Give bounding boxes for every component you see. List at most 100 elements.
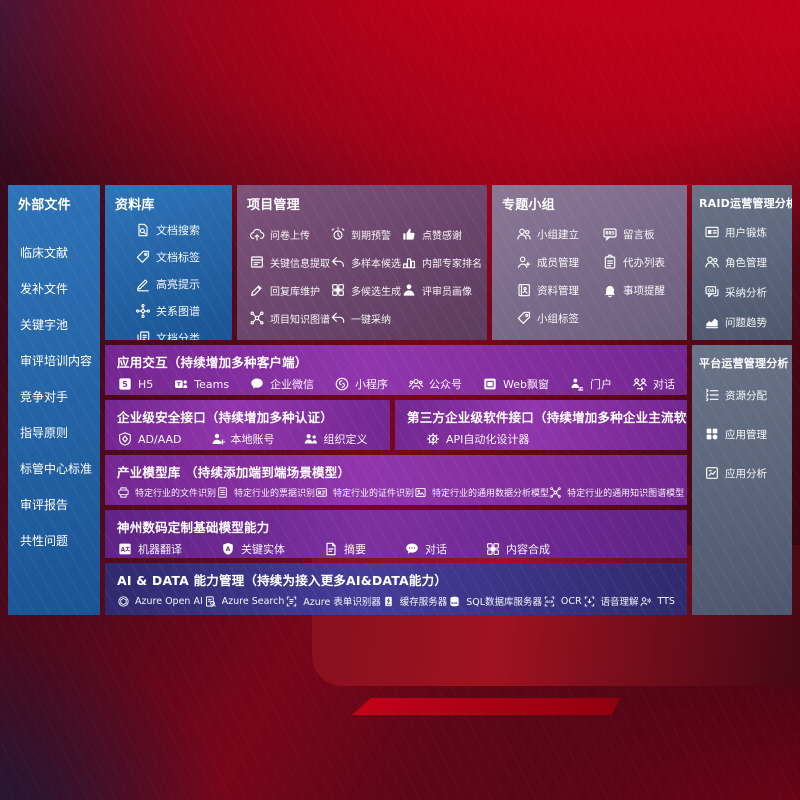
feature-data-model: 特定行业的通用数据分析模型 (414, 486, 549, 499)
sidebar-item: 审评培训内容 (20, 354, 93, 368)
background-red-strip (352, 698, 620, 715)
org-define-icon (303, 431, 319, 447)
panel-repository: 资料库 文档搜索文档标签高亮提示关系图谱文档分类 (105, 185, 232, 340)
invoice-recognize-icon (216, 486, 229, 499)
feature-edit-pen: 回复库维护 (249, 282, 330, 298)
feature-label: 到期预警 (351, 230, 391, 242)
feature-label: 高亮提示 (156, 278, 200, 291)
doc-tag-icon (135, 249, 151, 265)
feature-idcard-recognize: 特定行业的证件识别 (315, 486, 414, 499)
apps-grid-icon (704, 426, 720, 442)
feature-label: H5 (138, 377, 154, 391)
feature-qa-chat: QA 采纳分析 (704, 284, 767, 300)
feature-member-add: 成员管理 (516, 254, 579, 270)
knowledge-graph-icon (249, 310, 265, 326)
feature-podium-rank: 内部专家排名 (401, 254, 482, 270)
svg-text:SQL: SQL (451, 600, 458, 604)
feature-label: 企业微信 (270, 378, 315, 391)
feature-label: 语音理解 (600, 597, 639, 608)
sql-db-icon: SQL (448, 595, 461, 608)
feature-label: 内容合成 (506, 543, 550, 556)
feature-label: 特定行业的证件识别 (333, 489, 415, 499)
feature-miniprogram: 小程序 (334, 376, 388, 392)
feature-id-card: 用户锻炼 (704, 224, 767, 240)
feature-bell: 事项提醒 (602, 282, 665, 298)
panel-title: RAID运营管理分析 (699, 197, 792, 210)
panel-title: 专题小组 (502, 198, 555, 213)
adopt-arrow-icon (330, 310, 346, 326)
feature-label: 项目知识图谱 (270, 314, 330, 326)
feature-teams: T Teams (173, 376, 229, 392)
panel-title: 应用交互（持续增加多种客户端） (117, 355, 308, 370)
panel-title: 资料库 (115, 198, 155, 213)
doc-category-icon (135, 330, 151, 340)
feature-list: 文档搜索文档标签高亮提示关系图谱文档分类 (105, 222, 232, 340)
feature-label: 角色管理 (725, 256, 767, 269)
conversation-icon (632, 376, 648, 392)
feature-doc-category: 文档分类 (135, 330, 200, 340)
feature-summary-doc: 摘要 (323, 541, 366, 557)
highlight-pen-icon (135, 276, 151, 292)
feature-azure-search: Azure Search (204, 595, 284, 608)
feature-knowledge-graph: 项目知识图谱 (249, 310, 330, 326)
feature-sql-db: SQL SQL数据库服务器 (448, 594, 542, 608)
panel-title: 外部文件 (18, 198, 71, 213)
feature-label: 对话 (425, 543, 447, 556)
feature-label: 特定行业的通用数据分析模型 (432, 489, 550, 499)
feature-label: 多样本候选 (351, 258, 401, 270)
feature-label: Azure Open AI (135, 595, 203, 607)
panel-topic-groups: 专题小组 小组建立 BBS 留言板 成员管理 代办列表 资料管理 事项提醒 小组标签 (492, 185, 687, 340)
feature-doc-search: 文档搜索 (135, 222, 200, 238)
sidebar-item: 审评报告 (20, 498, 69, 512)
user-group-icon (704, 254, 720, 270)
feature-list: 资源分配 应用管理 应用分析 (692, 387, 792, 481)
feature-label: 资料管理 (537, 284, 579, 297)
panel-title: AI & DATA 能力管理（持续为接入更多AI&DATA能力） (117, 573, 448, 588)
feature-h5: 5 H5 (117, 376, 153, 392)
cache-server-icon (382, 595, 395, 608)
trend-chart-icon (704, 314, 720, 330)
miniprogram-icon (334, 376, 350, 392)
app-analysis-icon (704, 465, 720, 481)
feature-label: 组织定义 (323, 433, 368, 446)
feature-label: SQL数据库服务器 (466, 597, 543, 608)
feature-grid-generate: 多候选生成 (330, 282, 401, 298)
sidebar-item: 竞争对手 (20, 390, 69, 404)
top-row: 资料库 文档搜索 文档标签 高亮提示 关系图谱 文档分类 项目管理 问卷上传 到期预警 点赞… (105, 185, 687, 340)
panel-base-models: 神州数码定制基础模型能力 A 机器翻译 A 关键实体 摘要 对话 内容合成 (105, 510, 687, 558)
panel-platform-analysis: 平台运营管理分析 资源分配 应用管理 应用分析 (692, 345, 792, 615)
web-window-icon (482, 376, 498, 392)
feature-label: 应用管理 (725, 428, 767, 441)
feature-label: 文档标签 (156, 251, 200, 264)
feature-label: 对话 (652, 378, 675, 391)
panel-title: 平台运营管理分析 (699, 357, 789, 370)
feature-tts: TTS (639, 595, 675, 608)
feature-label: OCR (560, 595, 582, 607)
feature-list: 用户锻炼 角色管理 QA 采纳分析 问题趋势 (692, 224, 792, 330)
feature-label: 小组标签 (537, 312, 579, 325)
feature-data-manage: 资料管理 (516, 282, 579, 298)
feature-label: 门户 (589, 378, 612, 391)
feature-content-compose: 内容合成 (485, 541, 550, 557)
kg-model-icon (549, 486, 562, 499)
feature-api-designer: API自动化设计器 (425, 431, 529, 447)
feature-label: 留言板 (623, 228, 655, 241)
feature-label: 文档搜索 (156, 224, 200, 237)
feature-label: 关系图谱 (156, 305, 200, 318)
api-designer-icon (425, 431, 441, 447)
feature-label: 成员管理 (537, 256, 579, 269)
feature-label: 采纳分析 (725, 286, 767, 299)
sidebar-item: 临床文献 (20, 246, 69, 260)
feature-label: 小程序 (355, 378, 389, 391)
feature-label: 应用分析 (725, 467, 767, 480)
summary-doc-icon (323, 541, 339, 557)
feature-list: 特定行业的文件识别 特定行业的票据识别 特定行业的证件识别 特定行业的通用数据分析模型… (117, 486, 684, 499)
feature-label: 关键实体 (241, 543, 285, 556)
id-card-icon (704, 224, 720, 240)
feature-cloud-upload: 问卷上传 (249, 226, 330, 242)
feature-label: Teams (194, 377, 230, 391)
panel-raid-analysis: RAID运营管理分析 用户锻炼 角色管理 QA 采纳分析 问题趋势 (692, 185, 792, 340)
form-recognizer-icon (285, 595, 298, 608)
teams-icon: T (173, 376, 189, 392)
feature-label: 摘要 (344, 543, 366, 556)
